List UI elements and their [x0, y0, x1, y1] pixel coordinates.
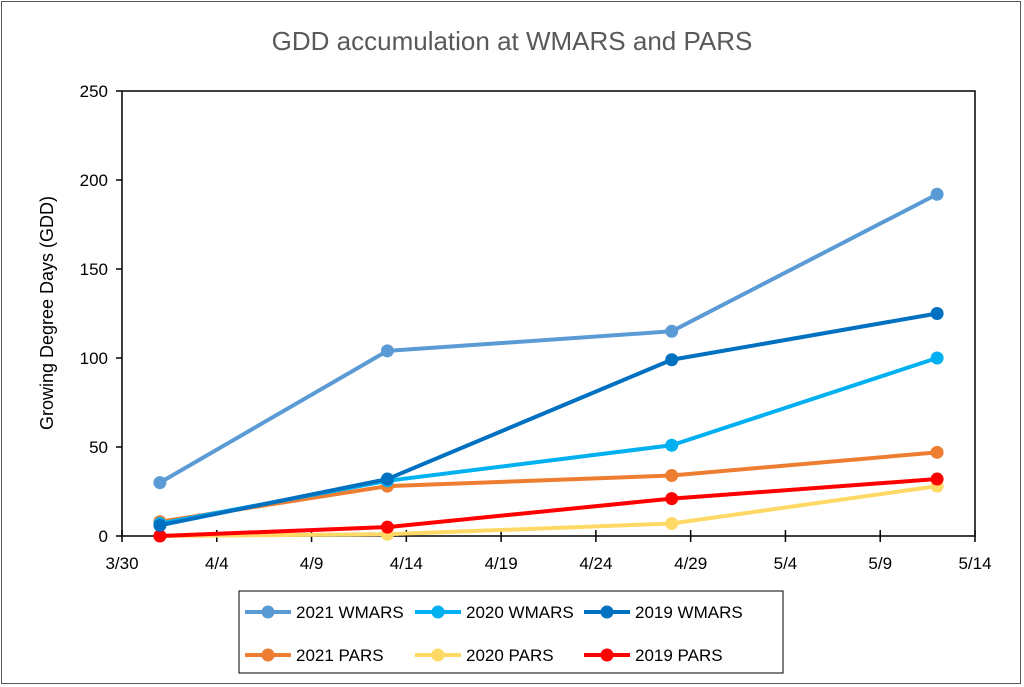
data-point	[665, 468, 679, 482]
y-tick-label: 100	[80, 349, 108, 368]
legend-label: 2020 PARS	[466, 646, 554, 665]
y-tick-label: 200	[80, 171, 108, 190]
plot-area-border	[121, 90, 976, 537]
legend-label: 2019 WMARS	[635, 603, 743, 622]
data-point	[153, 518, 167, 532]
x-tick-label: 4/4	[205, 554, 229, 573]
legend-swatch-marker	[261, 648, 275, 662]
legend-swatch-marker	[431, 648, 445, 662]
y-tick-label: 150	[80, 260, 108, 279]
data-point	[380, 520, 394, 534]
legend-swatch-marker	[600, 605, 614, 619]
x-tick-label: 4/19	[485, 554, 518, 573]
y-tick-label: 50	[89, 438, 108, 457]
legend: 2021 WMARS 2020 WMARS 2019 WMARS 2021 PARS 2…	[238, 590, 784, 674]
series-line	[159, 356, 938, 526]
series-2021-wmars	[153, 187, 944, 490]
series-line	[158, 192, 939, 485]
y-axis-label: Growing Degree Days (GDD)	[37, 196, 57, 430]
data-point	[380, 344, 394, 358]
x-tick-label: 4/9	[300, 554, 324, 573]
series-layer	[153, 187, 944, 543]
data-point	[665, 324, 679, 338]
series-line	[159, 484, 938, 538]
legend-swatch-marker	[431, 605, 445, 619]
series-2019-wmars	[153, 307, 944, 532]
legend-swatch-marker	[261, 605, 275, 619]
x-tick-label: 4/14	[390, 554, 423, 573]
x-tick-label: 5/14	[958, 554, 991, 573]
x-tick-label: 3/30	[105, 554, 138, 573]
x-tick-label: 4/29	[674, 554, 707, 573]
legend-label: 2021 WMARS	[296, 603, 404, 622]
chart-title: GDD accumulation at WMARS and PARS	[272, 26, 753, 56]
legend-item: 2020 WMARS	[415, 603, 574, 622]
legend-label: 2019 PARS	[635, 646, 723, 665]
data-point	[665, 517, 679, 531]
y-tick-label: 250	[80, 82, 108, 101]
data-point	[930, 445, 944, 459]
data-point	[153, 476, 167, 490]
data-point	[930, 351, 944, 365]
data-point	[930, 307, 944, 320]
data-point	[665, 353, 679, 367]
legend-item: 2019 PARS	[584, 646, 723, 665]
series-line	[159, 311, 938, 528]
data-point	[380, 472, 394, 486]
y-tick-label: 0	[99, 527, 108, 546]
legend-label: 2021 PARS	[296, 646, 384, 665]
data-point	[665, 492, 679, 506]
legend-item: 2020 PARS	[415, 646, 554, 665]
legend-item: 2019 WMARS	[584, 603, 743, 622]
legend-item: 2021 PARS	[245, 646, 384, 665]
data-point	[665, 438, 679, 452]
legend-item: 2021 WMARS	[245, 603, 404, 622]
legend-box	[238, 590, 784, 674]
legend-swatch-marker	[600, 648, 614, 662]
data-point	[930, 472, 944, 486]
x-tick-label: 5/9	[868, 554, 892, 573]
legend-label: 2020 WMARS	[466, 603, 574, 622]
x-tick-label: 4/24	[579, 554, 612, 573]
series-line	[159, 477, 938, 538]
data-point	[930, 187, 944, 201]
series-2019-pars	[153, 472, 944, 543]
x-tick-label: 5/4	[774, 554, 798, 573]
data-point	[153, 529, 167, 543]
